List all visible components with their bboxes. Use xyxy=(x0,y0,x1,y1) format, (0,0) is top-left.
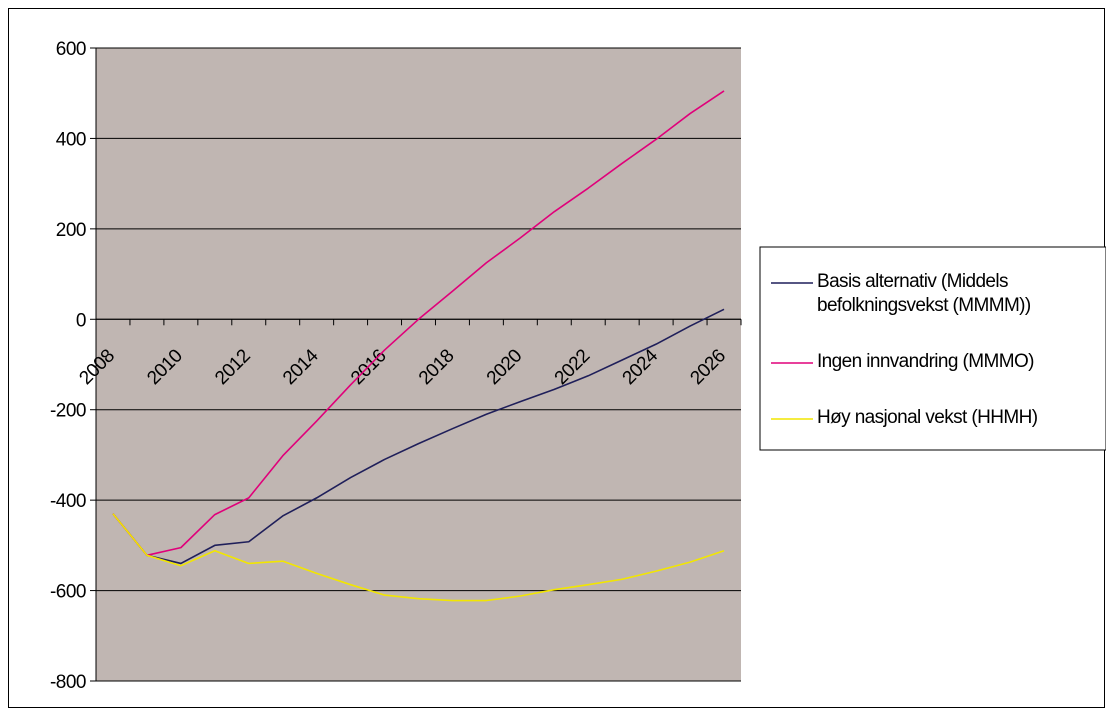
legend-label-1: befolkningsvekst (MMMM)) xyxy=(817,295,1031,316)
y-tick-label: 600 xyxy=(56,39,86,60)
y-tick-label: 0 xyxy=(76,310,86,331)
legend-label-1: Basis alternativ (Middels xyxy=(817,271,1008,292)
y-tick-label: 200 xyxy=(56,220,86,241)
series-lines xyxy=(112,90,725,602)
y-tick-label: 400 xyxy=(56,129,86,150)
legend-box xyxy=(759,246,1106,451)
y-tick-label: -400 xyxy=(50,491,86,512)
series-line-3 xyxy=(112,513,725,602)
y-tick-label: -600 xyxy=(50,582,86,603)
series-line-2 xyxy=(112,90,725,557)
legend: Basis alternativ (Middels befolkningsveks… xyxy=(759,246,1106,451)
chart-frame: 600 400 200 0 -200 -400 -600 -800 2008 2010 2012 20… xyxy=(8,8,1106,708)
legend-label-2: Ingen innvandring (MMMO) xyxy=(817,351,1034,372)
legend-label-3: Høy nasjonal vekst (HHMH) xyxy=(817,407,1038,428)
plot-area xyxy=(96,48,741,681)
series-line-1 xyxy=(112,308,725,565)
y-tick-label: -800 xyxy=(50,672,86,693)
y-tick-label: -200 xyxy=(50,401,86,422)
